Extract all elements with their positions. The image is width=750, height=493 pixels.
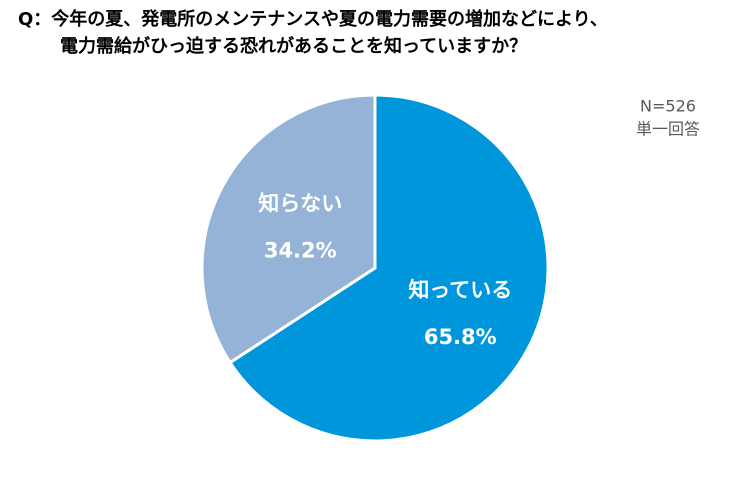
pie-slice bbox=[200, 93, 377, 365]
annotation: 単一回答 bbox=[636, 120, 700, 139]
annotation: N=526 bbox=[640, 97, 696, 116]
chart-title: 電力需給がひっ迫する恐れがあることを知っていますか？ bbox=[60, 35, 527, 57]
value-label: 65.8% bbox=[424, 325, 497, 349]
slice-label: 知らない bbox=[258, 192, 342, 216]
slice-label: 知っている bbox=[408, 278, 512, 302]
chart-title: Q：今年の夏、発電所のメンテナンスや夏の電力需要の増加などにより、 bbox=[18, 8, 608, 30]
pie-slice bbox=[228, 93, 550, 443]
value-label: 34.2% bbox=[264, 239, 337, 263]
